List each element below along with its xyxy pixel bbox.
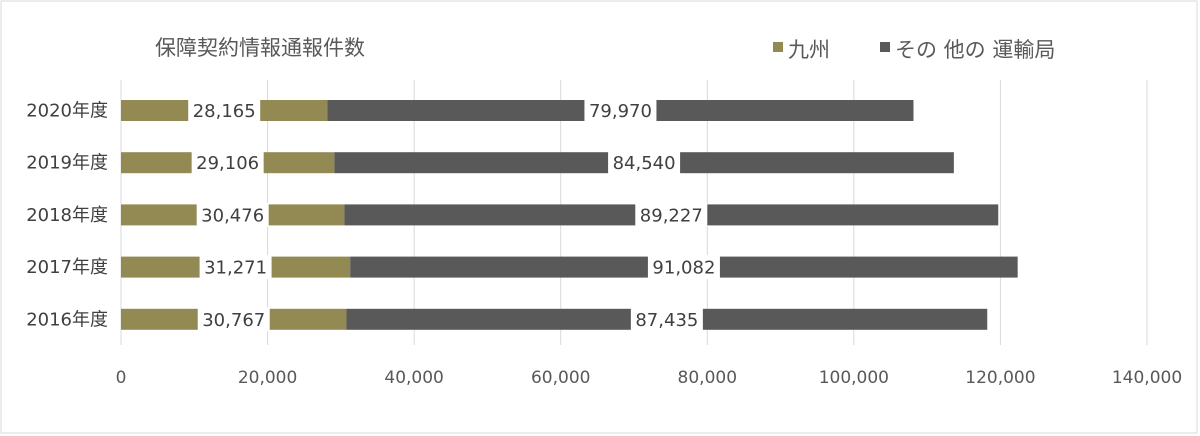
data-label-background [196, 202, 269, 227]
category-label: 2016年度 [26, 309, 108, 330]
data-label-background [197, 307, 270, 332]
data-label: 30,476 [201, 205, 264, 226]
data-label: 30,767 [202, 310, 265, 331]
data-label-background [635, 202, 708, 227]
data-label: 31,271 [204, 258, 267, 279]
data-label: 91,082 [652, 258, 715, 279]
data-label: 87,435 [635, 310, 698, 331]
data-label-background [647, 255, 720, 280]
data-label: 29,106 [196, 153, 259, 174]
data-label-background [199, 255, 272, 280]
data-label-background [630, 307, 703, 332]
category-label: 2017年度 [26, 257, 108, 278]
data-label: 89,227 [640, 205, 703, 226]
x-tick-label: 0 [116, 368, 127, 388]
legend-swatch-other [880, 42, 890, 52]
x-tick-label: 100,000 [819, 368, 889, 388]
data-labels: 28,165 79,970 29,106 84,540 30,476 89,227 31,2… [188, 98, 720, 332]
data-label-background [191, 150, 264, 175]
data-label-background [188, 98, 261, 123]
data-label-background [584, 98, 657, 123]
x-tick-label: 120,000 [965, 368, 1035, 388]
legend-label-other: その 他の 運輸局 [895, 38, 1055, 62]
data-label: 79,970 [589, 101, 652, 122]
category-label: 2020年度 [26, 101, 108, 122]
data-label: 84,540 [613, 153, 676, 174]
x-tick-label: 60,000 [531, 368, 590, 388]
category-label: 2018年度 [26, 205, 108, 226]
chart-title: 保障契約情報通報件数 [155, 36, 365, 60]
category-labels: 2020年度 2019年度 2018年度 2017年度 2016年度 [26, 101, 108, 331]
data-label: 28,165 [193, 101, 256, 122]
data-label-background [608, 150, 681, 175]
category-label: 2019年度 [26, 153, 108, 174]
legend-label-kyushu: 九州 [788, 38, 830, 62]
legend: 九州 その 他の 運輸局 [773, 38, 1055, 62]
x-tick-label: 20,000 [238, 368, 297, 388]
x-tick-label: 80,000 [678, 368, 737, 388]
x-tick-labels: 0 20,000 40,000 60,000 80,000 100,000 120,000 1… [116, 368, 1183, 388]
x-tick-label: 140,000 [1112, 368, 1182, 388]
legend-swatch-kyushu [773, 42, 783, 52]
x-tick-label: 40,000 [384, 368, 443, 388]
